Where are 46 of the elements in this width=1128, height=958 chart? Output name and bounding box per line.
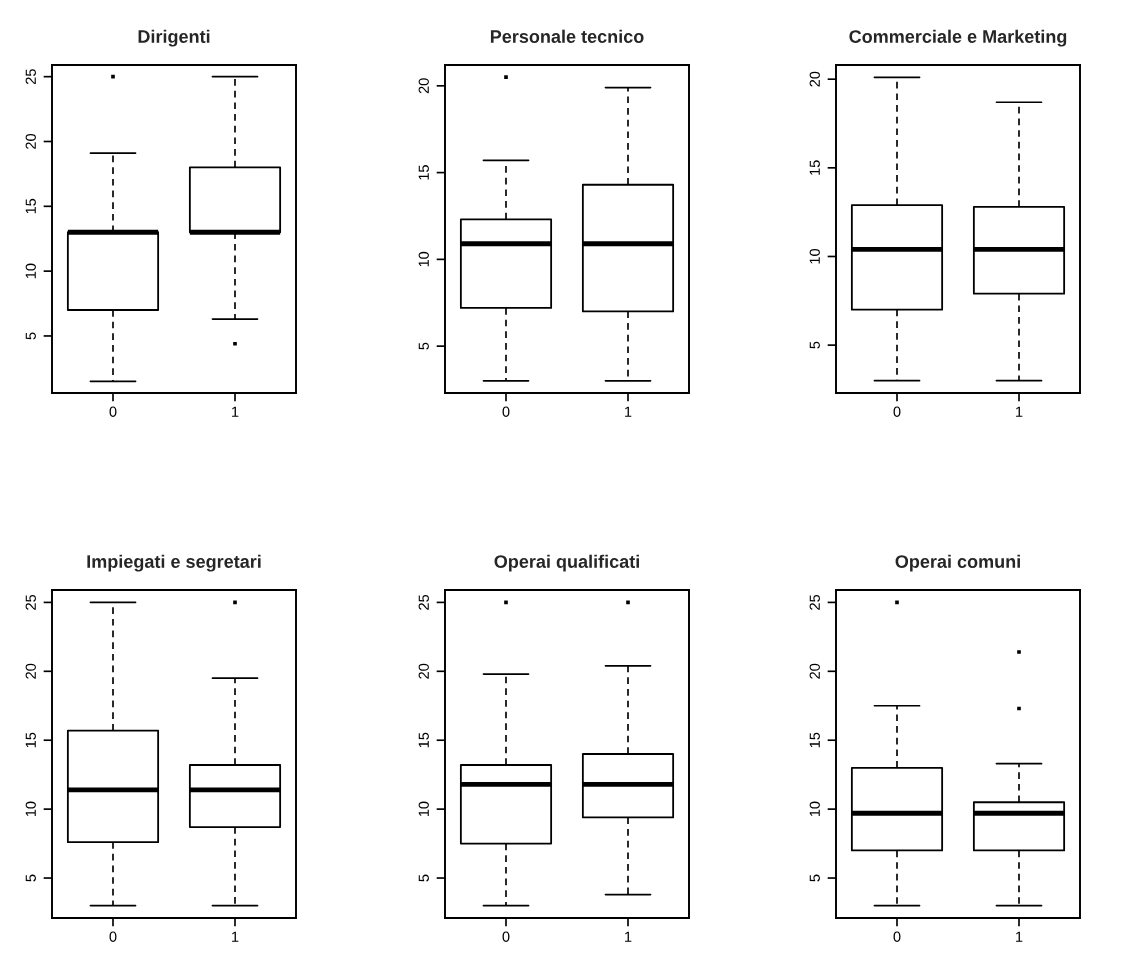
y-tick-label: 20 xyxy=(809,71,820,87)
x-tick-label: 0 xyxy=(893,931,901,942)
x-tick-label: 0 xyxy=(893,406,901,417)
y-tick-label: 15 xyxy=(809,732,820,748)
x-tick-label: 1 xyxy=(1016,931,1023,942)
x-tick-label: 0 xyxy=(502,406,510,417)
y-tick-label: 10 xyxy=(25,263,36,279)
y-tick-label: 5 xyxy=(418,874,429,882)
x-tick-label: 1 xyxy=(1016,406,1023,417)
x-tick-label: 1 xyxy=(625,931,632,942)
x-tick-label: 0 xyxy=(109,406,117,417)
y-tick-label: 10 xyxy=(25,801,36,817)
y-tick-label: 20 xyxy=(418,663,429,679)
y-tick-label: 25 xyxy=(25,594,36,610)
y-tick-label: 5 xyxy=(809,341,820,349)
y-tick-label: 20 xyxy=(25,663,36,679)
chart-title: Impiegati e segretari xyxy=(87,554,261,572)
chart-title: Personale tecnico xyxy=(490,29,644,43)
y-tick-label: 25 xyxy=(809,594,820,610)
y-tick-label: 15 xyxy=(809,160,820,175)
y-tick-label: 15 xyxy=(25,732,36,748)
chart-title: Dirigenti xyxy=(138,29,210,47)
y-tick-label: 15 xyxy=(418,732,429,748)
y-tick-label: 25 xyxy=(418,594,429,610)
x-tick-label: 1 xyxy=(232,406,239,417)
y-tick-label: 15 xyxy=(418,165,429,180)
y-tick-label: 15 xyxy=(25,198,36,214)
x-tick-label: 1 xyxy=(625,406,632,417)
y-tick-label: 20 xyxy=(418,78,429,94)
y-tick-label: 5 xyxy=(25,874,36,882)
y-tick-label: 25 xyxy=(25,69,36,85)
y-tick-label: 10 xyxy=(809,801,820,817)
y-tick-label: 5 xyxy=(809,874,820,882)
y-tick-label: 20 xyxy=(25,133,36,149)
y-tick-label: 10 xyxy=(809,248,820,264)
y-tick-label: 10 xyxy=(418,251,429,267)
y-tick-label: 5 xyxy=(418,342,429,350)
y-tick-label: 10 xyxy=(418,801,429,817)
y-tick-label: 20 xyxy=(809,663,820,679)
chart-title: Commerciale e Marketing xyxy=(849,29,1067,47)
y-tick-label: 5 xyxy=(25,332,36,340)
x-tick-label: 0 xyxy=(502,931,510,942)
chart-title: Operai qualificati xyxy=(494,554,639,572)
x-tick-label: 0 xyxy=(109,931,117,942)
chart-title: Operai comuni xyxy=(895,554,1020,572)
x-tick-label: 1 xyxy=(232,931,239,942)
